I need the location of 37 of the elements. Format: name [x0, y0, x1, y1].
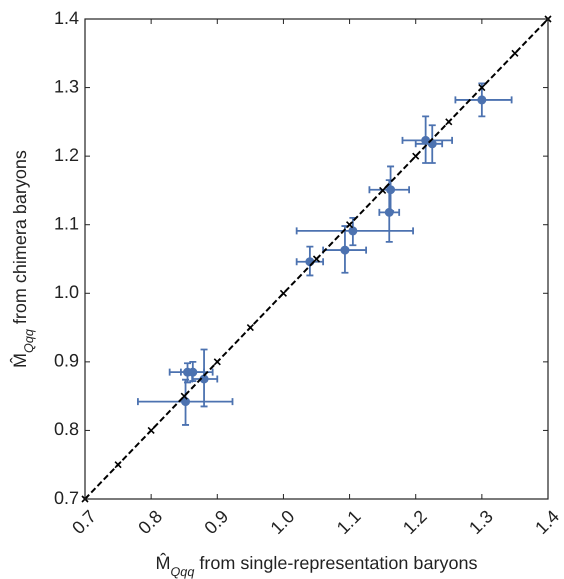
y-tick-label: 0.7	[54, 488, 79, 508]
point	[213, 358, 222, 366]
point	[346, 220, 354, 229]
y-tick-label: 1.0	[54, 282, 79, 302]
point	[384, 208, 394, 217]
x-tick-label: 1.0	[266, 506, 298, 538]
x-tick-label: 1.4	[531, 506, 564, 538]
point	[511, 49, 519, 58]
point	[444, 118, 453, 126]
x-tick-label: 1.2	[398, 506, 431, 538]
x-tick-label: 1.3	[465, 506, 497, 538]
y-tick-label: 1.1	[54, 213, 79, 234]
point	[147, 426, 155, 434]
y-tick-label: 1.3	[54, 76, 79, 96]
point	[180, 392, 188, 400]
y-tick-label: 1.2	[54, 144, 79, 165]
point	[386, 185, 396, 194]
x-tick-label: 0.8	[134, 506, 166, 538]
y-tick-label: 1.4	[54, 8, 79, 28]
point	[246, 324, 254, 332]
point	[340, 246, 350, 255]
x-tick-label: 1.1	[332, 506, 365, 538]
point	[477, 95, 486, 104]
point	[378, 186, 386, 194]
point	[280, 289, 288, 298]
x-axis-title: M̂$_{Qqq}$ from single-representation baryons	[156, 552, 478, 579]
point	[421, 136, 430, 145]
point	[114, 460, 122, 469]
point	[544, 15, 552, 23]
point	[348, 226, 358, 236]
x-tick-label: 0.9	[200, 506, 232, 538]
point	[412, 152, 420, 160]
y-tick-label: 0.9	[54, 350, 79, 371]
y-tick-label: 0.8	[54, 419, 79, 440]
point	[478, 84, 486, 92]
point	[312, 255, 320, 263]
point	[81, 495, 89, 503]
